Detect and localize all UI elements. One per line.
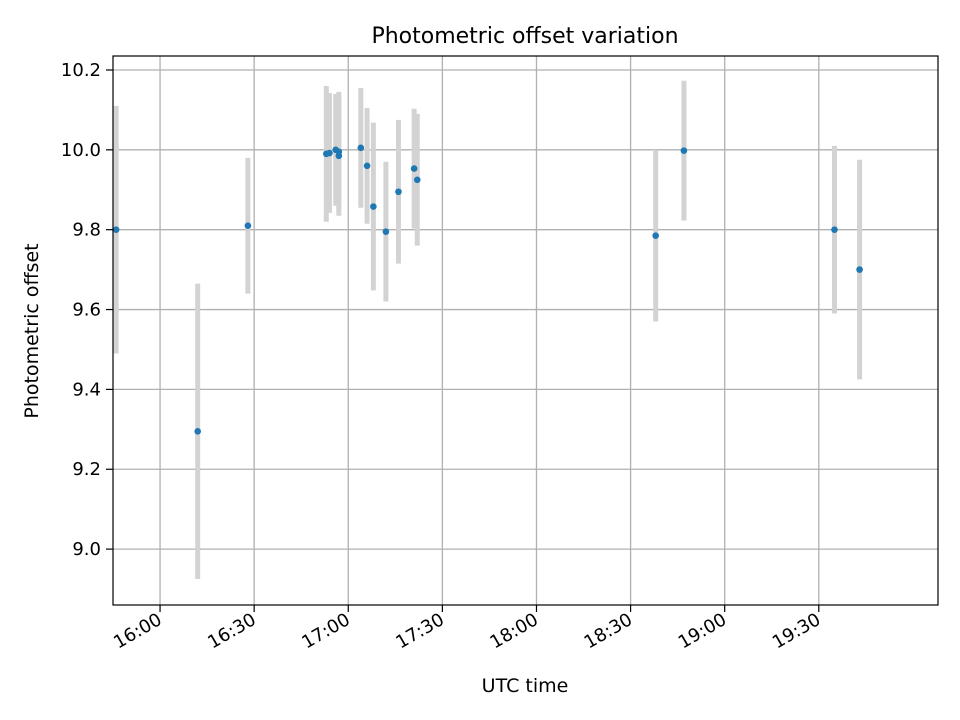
data-point <box>831 226 838 233</box>
plot-frame <box>112 55 939 606</box>
data-point <box>680 147 688 154</box>
data-point <box>357 144 365 152</box>
data-point <box>335 148 343 156</box>
data-point <box>244 222 252 229</box>
x-axis-label: UTC time <box>482 675 569 697</box>
data-point <box>363 162 371 170</box>
y-tick-label: 10.2 <box>61 60 101 81</box>
data-point <box>652 232 659 239</box>
x-tick-label: 19:30 <box>769 609 824 653</box>
data-point <box>194 428 201 435</box>
y-tick-label: 9.8 <box>72 220 101 241</box>
data-point <box>326 149 333 157</box>
x-tick-label: 17:00 <box>298 609 353 653</box>
y-axis-label: Photometric offset <box>21 243 43 418</box>
x-tick-label: 18:00 <box>487 609 542 653</box>
x-tick-label: 16:30 <box>204 609 259 653</box>
data-point <box>410 165 418 172</box>
data-point <box>856 266 863 273</box>
data-point <box>413 176 421 184</box>
y-tick-label: 9.6 <box>72 300 101 321</box>
x-tick-label: 17:30 <box>392 609 447 653</box>
data-point <box>370 203 377 210</box>
x-tick-label: 16:00 <box>110 609 165 653</box>
data-point <box>395 188 402 196</box>
y-tick-label: 9.4 <box>72 379 101 400</box>
x-tick-label: 18:30 <box>581 609 636 653</box>
data-point <box>112 226 120 233</box>
error-bars <box>113 80 863 580</box>
y-tick-label: 9.0 <box>72 539 101 560</box>
x-tick-label: 19:00 <box>675 609 730 653</box>
y-tick-label: 9.2 <box>72 459 101 480</box>
data-point <box>382 228 390 235</box>
y-tick-label: 10.0 <box>61 140 101 161</box>
grid-lines <box>113 56 938 605</box>
chart-title: Photometric offset variation <box>371 24 678 49</box>
data-points <box>112 144 863 435</box>
